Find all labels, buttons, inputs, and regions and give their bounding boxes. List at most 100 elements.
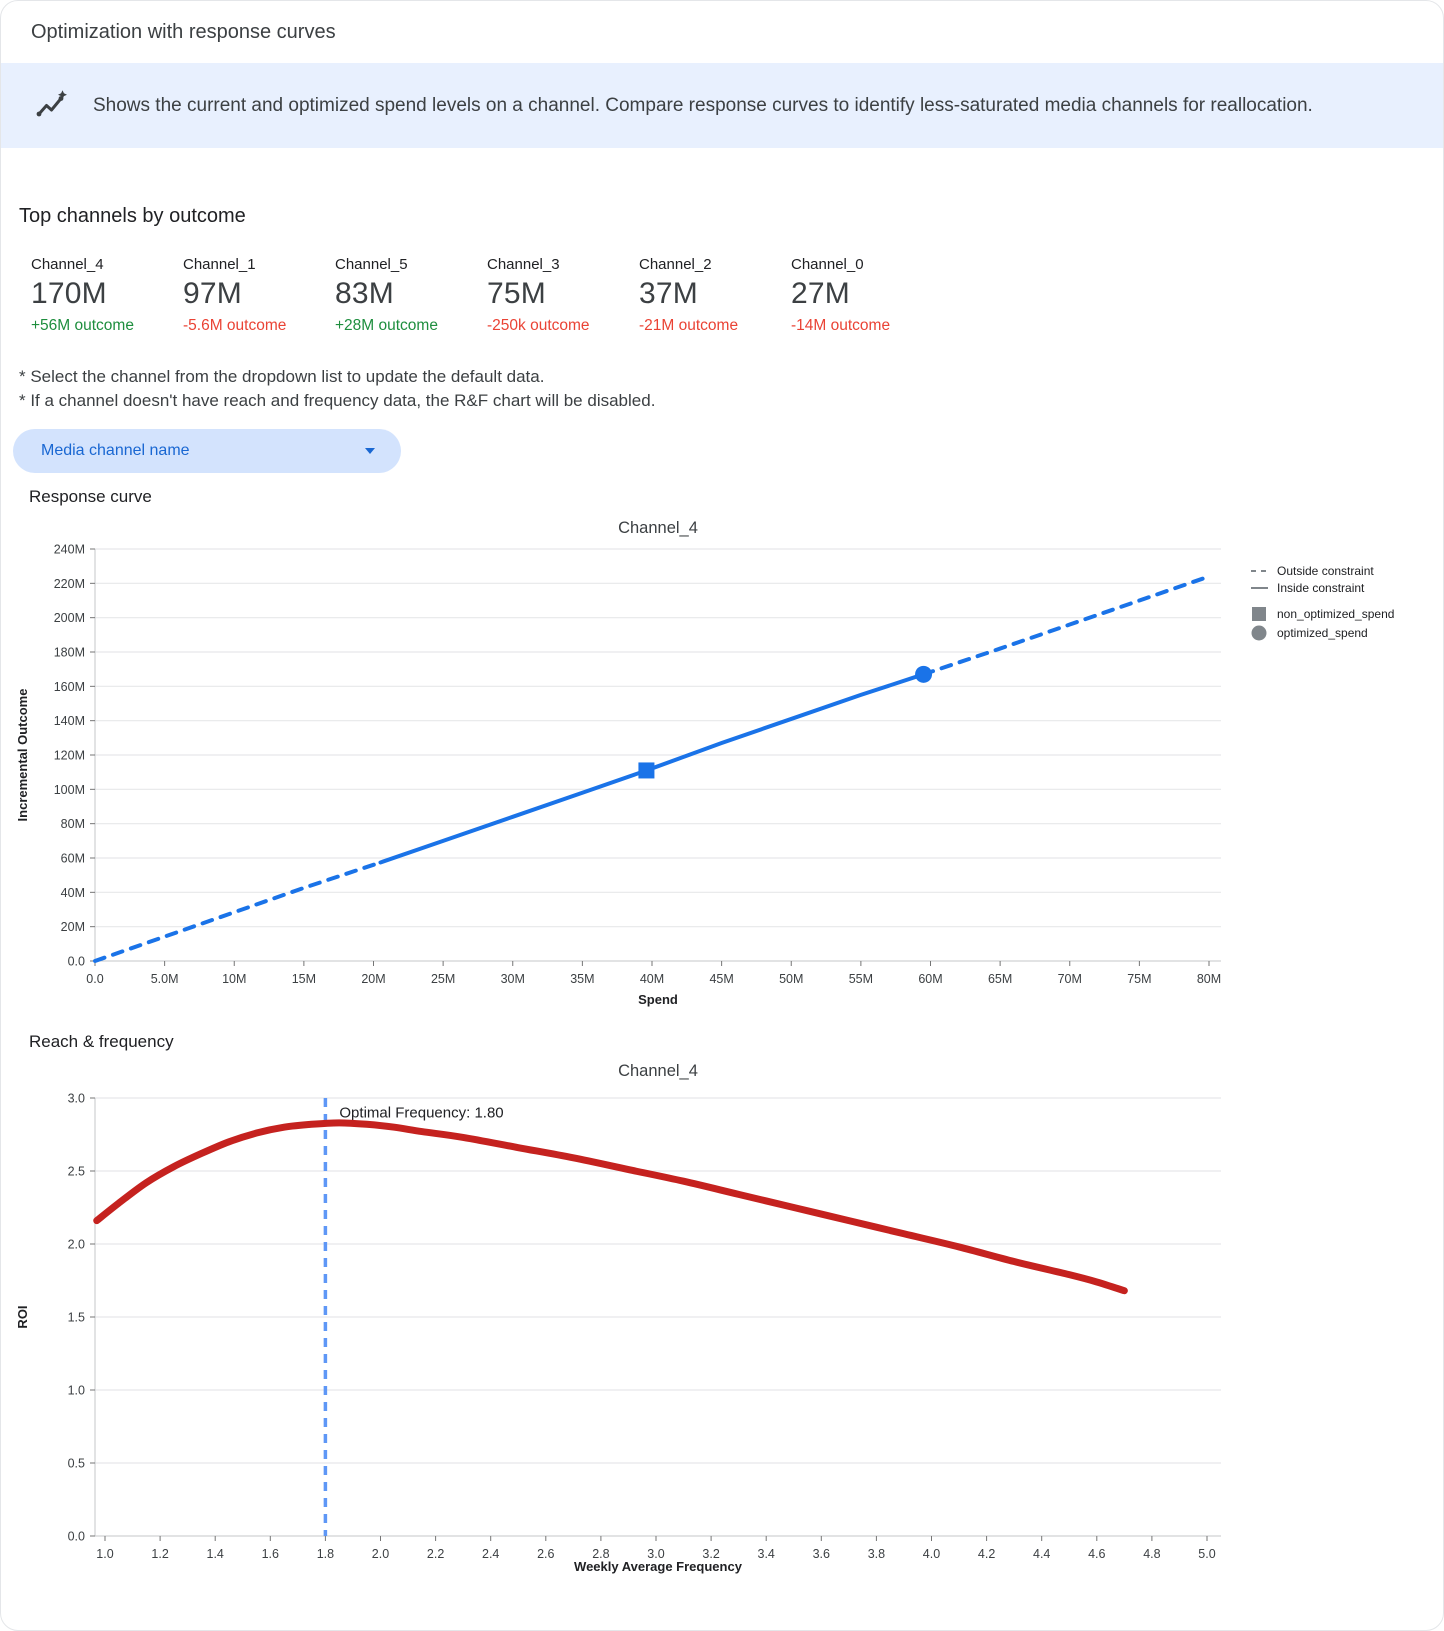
channel-name: Channel_4: [31, 256, 104, 273]
legend-label: Inside constraint: [1277, 581, 1365, 595]
media-channel-dropdown[interactable]: Media channel name: [13, 429, 401, 473]
channel-stat-card: Channel_0 27M -14M outcome: [791, 256, 943, 335]
y-tick-label: 240M: [54, 543, 85, 557]
channel-outcome-delta: -14M outcome: [791, 317, 891, 334]
x-tick-label: 2.6: [537, 1547, 554, 1561]
legend-label: optimized_spend: [1277, 626, 1368, 640]
y-axis-label: Incremental Outcome: [15, 689, 30, 822]
y-tick-label: 1.0: [68, 1384, 85, 1398]
x-tick-label: 65M: [988, 972, 1012, 986]
x-tick-label: 3.0: [647, 1547, 664, 1561]
chevron-down-icon[interactable]: [365, 448, 375, 454]
x-tick-label: 15M: [292, 972, 316, 986]
channel-stat-card: Channel_5 83M +28M outcome: [335, 256, 487, 335]
trend-sparkle-icon: [35, 89, 69, 123]
y-tick-label: 60M: [61, 852, 85, 866]
reach-frequency-chart[interactable]: 0.0 0.5 1.0 1.5 2.0 2.5 3.0 1.0 1.2 1.4 1.6 1.8 2.0 2…: [11, 1058, 1435, 1578]
channel-spend-value: 170M: [31, 277, 107, 310]
response-curve-heading: Response curve: [29, 487, 152, 506]
x-tick-label: 1.6: [262, 1547, 279, 1561]
x-tick-label: 40M: [640, 972, 664, 986]
y-tick-label: 160M: [54, 680, 85, 694]
y-axis-label: ROI: [15, 1305, 30, 1328]
legend-circle-swatch: [1251, 625, 1267, 641]
x-tick-label: 4.4: [1033, 1547, 1050, 1561]
x-tick-label: 1.8: [317, 1547, 334, 1561]
y-tick-label: 200M: [54, 611, 85, 625]
channel-stat-card: Channel_3 75M -250k outcome: [487, 256, 639, 335]
y-tick-label: 220M: [54, 577, 85, 591]
x-tick-label: 3.8: [868, 1547, 885, 1561]
x-tick-label: 0.0: [86, 972, 103, 986]
x-tick-label: 80M: [1197, 972, 1221, 986]
x-tick-label: 5.0: [1198, 1547, 1215, 1561]
x-axis-label: Spend: [638, 992, 678, 1007]
y-tick-label: 120M: [54, 749, 85, 763]
y-tick-label: 1.5: [68, 1311, 85, 1325]
x-tick-label: 5.0M: [151, 972, 179, 986]
y-tick-label: 180M: [54, 646, 85, 660]
outside-constraint-upper-line: [921, 574, 1211, 677]
response-curve-chart-wrap: 0.0 20M 40M 60M 80M 100M 120M 140M 160M 180M 200M 2…: [11, 513, 1443, 1018]
x-tick-label: 25M: [431, 972, 455, 986]
channel-outcome-delta: +56M outcome: [31, 317, 134, 334]
x-tick-label: 2.4: [482, 1547, 499, 1561]
rf-chart-wrap: 0.0 0.5 1.0 1.5 2.0 2.5 3.0 1.0 1.2 1.4 1.6 1.8 2.0 2…: [11, 1058, 1443, 1583]
non_optimized_spend-marker[interactable]: [638, 762, 655, 779]
x-tick-label: 1.0: [96, 1547, 113, 1561]
x-tick-label: 70M: [1058, 972, 1082, 986]
y-tick-label: 2.5: [68, 1165, 85, 1179]
info-banner: Shows the current and optimized spend le…: [1, 63, 1443, 148]
reach-frequency-heading: Reach & frequency: [29, 1032, 174, 1051]
channel-name: Channel_1: [183, 256, 256, 273]
x-tick-label: 50M: [779, 972, 803, 986]
channel-name: Channel_0: [791, 256, 864, 273]
x-tick-label: 60M: [918, 972, 942, 986]
optimal-frequency-annotation: Optimal Frequency: 1.80: [339, 1105, 503, 1122]
x-tick-label: 45M: [709, 972, 733, 986]
footnote-rf: * If a channel doesn't have reach and fr…: [19, 391, 656, 410]
chart-title: Channel_4: [618, 1062, 698, 1080]
banner-description: Shows the current and optimized spend le…: [93, 94, 1313, 116]
channel-name: Channel_2: [639, 256, 712, 273]
channel-spend-value: 83M: [335, 277, 394, 310]
page-title: Optimization with response curves: [31, 20, 336, 43]
footnote-dropdown: * Select the channel from the dropdown l…: [19, 367, 545, 386]
y-tick-label: 3.0: [68, 1092, 85, 1106]
x-tick-label: 3.4: [758, 1547, 775, 1561]
y-tick-label: 20M: [61, 920, 85, 934]
channel-name: Channel_3: [487, 256, 560, 273]
x-tick-label: 4.2: [978, 1547, 995, 1561]
roi-curve-line: [93, 1119, 1128, 1295]
channel-spend-value: 37M: [639, 277, 698, 310]
x-axis-label: Weekly Average Frequency: [574, 1559, 743, 1574]
x-tick-label: 3.2: [702, 1547, 719, 1561]
y-tick-label: 100M: [54, 783, 85, 797]
response-curve-chart[interactable]: 0.0 20M 40M 60M 80M 100M 120M 140M 160M 180M 200M 2…: [11, 513, 1435, 1013]
channel-spend-value: 75M: [487, 277, 546, 310]
x-tick-label: 10M: [222, 972, 246, 986]
x-tick-label: 1.2: [151, 1547, 168, 1561]
x-tick-label: 4.8: [1143, 1547, 1160, 1561]
y-tick-label: 140M: [54, 714, 85, 728]
x-tick-label: 2.8: [592, 1547, 609, 1561]
channel-stat-card: Channel_1 97M -5.6M outcome: [183, 256, 335, 335]
channel-name: Channel_5: [335, 256, 408, 273]
optimized_spend-marker[interactable]: [915, 665, 933, 683]
x-tick-label: 3.6: [813, 1547, 830, 1561]
x-tick-label: 2.0: [372, 1547, 389, 1561]
channel-spend-value: 27M: [791, 277, 850, 310]
top-channels-row: Channel_4 170M +56M outcome Channel_1 97…: [31, 256, 1443, 335]
y-tick-label: 0.0: [68, 955, 85, 969]
channel-outcome-delta: -250k outcome: [487, 317, 590, 334]
top-channels-heading: Top channels by outcome: [19, 205, 246, 227]
legend-label: Outside constraint: [1277, 564, 1374, 578]
x-tick-label: 30M: [501, 972, 525, 986]
x-tick-label: 1.4: [207, 1547, 224, 1561]
channel-outcome-delta: -5.6M outcome: [183, 317, 287, 334]
x-tick-label: 75M: [1127, 972, 1151, 986]
y-tick-label: 0.5: [68, 1457, 85, 1471]
y-tick-label: 40M: [61, 886, 85, 900]
chart-title: Channel_4: [618, 519, 698, 537]
channel-stat-card: Channel_4 170M +56M outcome: [31, 256, 183, 335]
